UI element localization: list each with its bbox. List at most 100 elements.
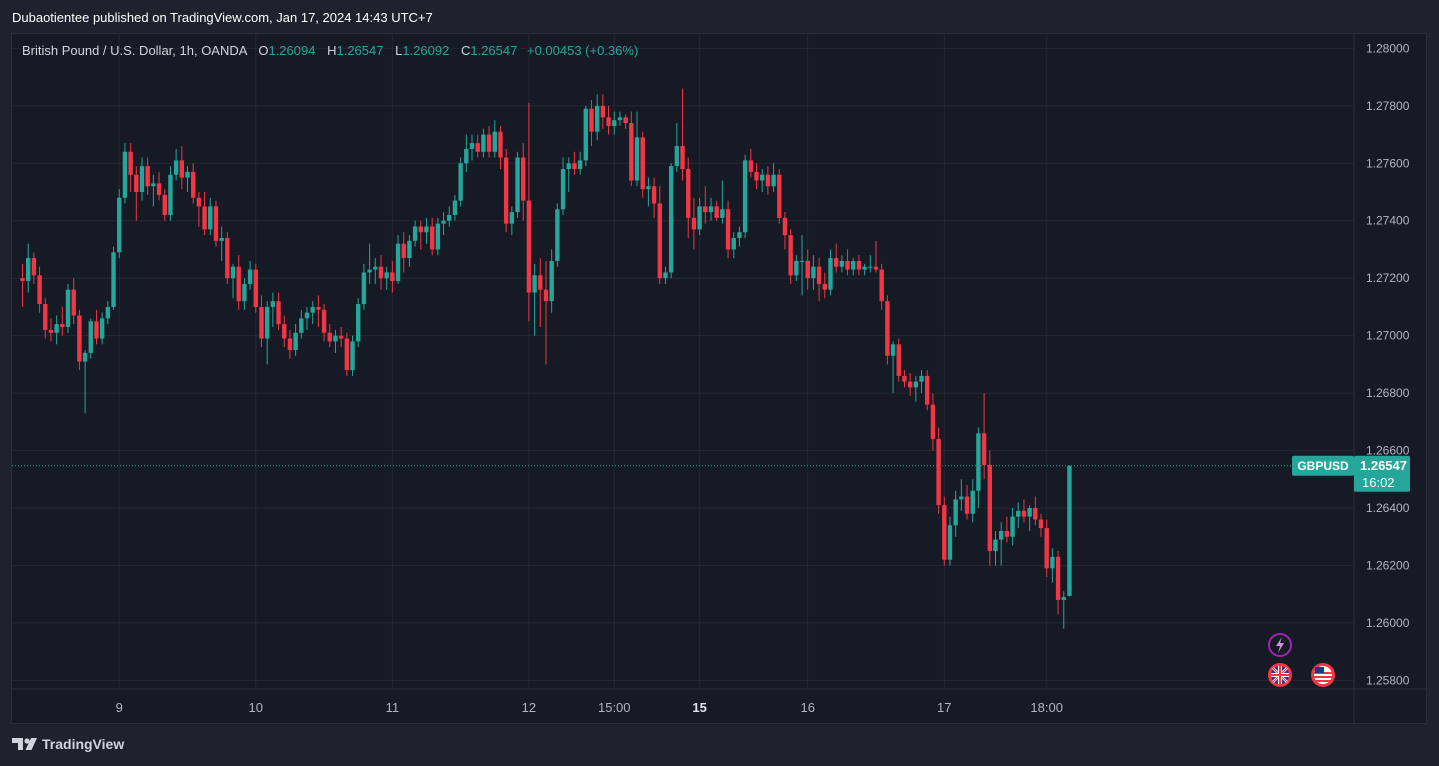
candlestick-chart[interactable]: 1.28000 1.27800 1.27600 1.27400 1.27200 1.270… (12, 34, 1426, 723)
candle (447, 206, 452, 227)
brand-footer[interactable]: TradingView (12, 736, 124, 752)
candle-body (185, 171, 190, 178)
candle-body (310, 306, 315, 313)
high-label: H (327, 43, 336, 58)
candle (122, 143, 128, 204)
candle-body (441, 220, 446, 224)
candle-body (282, 324, 287, 339)
candle-body (384, 272, 389, 279)
candle (179, 146, 185, 190)
candle-body (623, 117, 628, 124)
uk-flag-icon[interactable] (1268, 663, 1292, 687)
candle-body (543, 289, 549, 302)
candle (134, 166, 139, 221)
candle (60, 306, 65, 336)
candle-body (486, 134, 492, 152)
candle (1010, 508, 1015, 546)
candle-body (327, 332, 332, 342)
candle-body (885, 301, 890, 356)
candle-body (156, 183, 162, 195)
candle-body (213, 206, 219, 241)
candle (37, 266, 42, 313)
candle-body (1027, 508, 1032, 517)
y-tick-label: 1.26800 (1366, 386, 1410, 400)
candle (503, 148, 509, 233)
candle (276, 292, 281, 330)
candle-body (526, 200, 532, 293)
candle-body (99, 318, 105, 339)
candle (976, 427, 981, 509)
candle (799, 235, 805, 296)
candle (634, 111, 640, 187)
candle (338, 327, 344, 348)
axis-ticks: 1.28000 1.27800 1.27600 1.27400 1.27200 1.270… (116, 41, 1410, 715)
candle (606, 105, 611, 135)
candle (555, 203, 560, 267)
candle (43, 298, 48, 339)
candle (230, 263, 236, 299)
grid-layer (12, 34, 1354, 689)
candle (600, 94, 606, 129)
x-tick-label: 18:00 (1030, 700, 1063, 715)
tradingview-logo-icon (12, 738, 37, 750)
candle (287, 329, 293, 359)
candle (259, 295, 264, 348)
candle (191, 163, 196, 204)
candle-body (600, 105, 606, 118)
candle-body (925, 375, 930, 405)
candle (572, 151, 577, 175)
candle (538, 258, 543, 328)
candle (236, 255, 241, 310)
candle (788, 229, 793, 284)
candle-body (629, 123, 634, 181)
candle-body (748, 160, 754, 172)
candle (208, 197, 213, 236)
candle (765, 166, 771, 195)
candle (48, 318, 54, 342)
close-label: C (461, 43, 470, 58)
candle-body (458, 163, 463, 201)
candle (663, 266, 668, 284)
candle (492, 120, 497, 158)
candle (213, 200, 219, 247)
high-value: 1.26547 (336, 43, 383, 58)
candle (964, 485, 970, 520)
candle (697, 197, 702, 236)
last-price-text: 1.26547 (1360, 458, 1407, 473)
candle-body (942, 505, 947, 560)
candle-body (128, 151, 133, 175)
x-tick-label: 11 (386, 700, 400, 715)
lightning-icon[interactable] (1268, 633, 1292, 657)
candle (623, 114, 628, 129)
candle (629, 111, 634, 187)
y-tick-label: 1.27200 (1366, 271, 1410, 285)
candle (589, 100, 594, 147)
candle (151, 174, 156, 207)
candle-body (361, 272, 367, 305)
candle (828, 249, 833, 296)
candle-body (981, 433, 987, 465)
chart-panel[interactable]: 1.28000 1.27800 1.27600 1.27400 1.27200 1.270… (11, 33, 1427, 724)
y-tick-label: 1.26400 (1366, 501, 1410, 515)
candle-body (270, 301, 276, 307)
candle (577, 151, 583, 175)
us-flag-icon[interactable] (1311, 663, 1335, 687)
candle (833, 243, 839, 273)
candle-body (959, 496, 964, 500)
candle (361, 263, 367, 310)
candle-body (236, 266, 241, 302)
candle (856, 255, 862, 276)
candle-body (816, 266, 822, 284)
candle-body (469, 143, 475, 149)
candle-body (168, 174, 173, 215)
candle (77, 309, 82, 371)
candle-body (316, 306, 321, 310)
candle-body (435, 223, 441, 250)
candle (1027, 505, 1032, 531)
candle-body (657, 203, 662, 279)
candle (156, 171, 162, 201)
symbol-description: British Pound / U.S. Dollar, 1h, OANDA (22, 43, 248, 58)
candle-body (134, 174, 139, 193)
candle-body (264, 306, 270, 339)
candle (310, 301, 315, 325)
